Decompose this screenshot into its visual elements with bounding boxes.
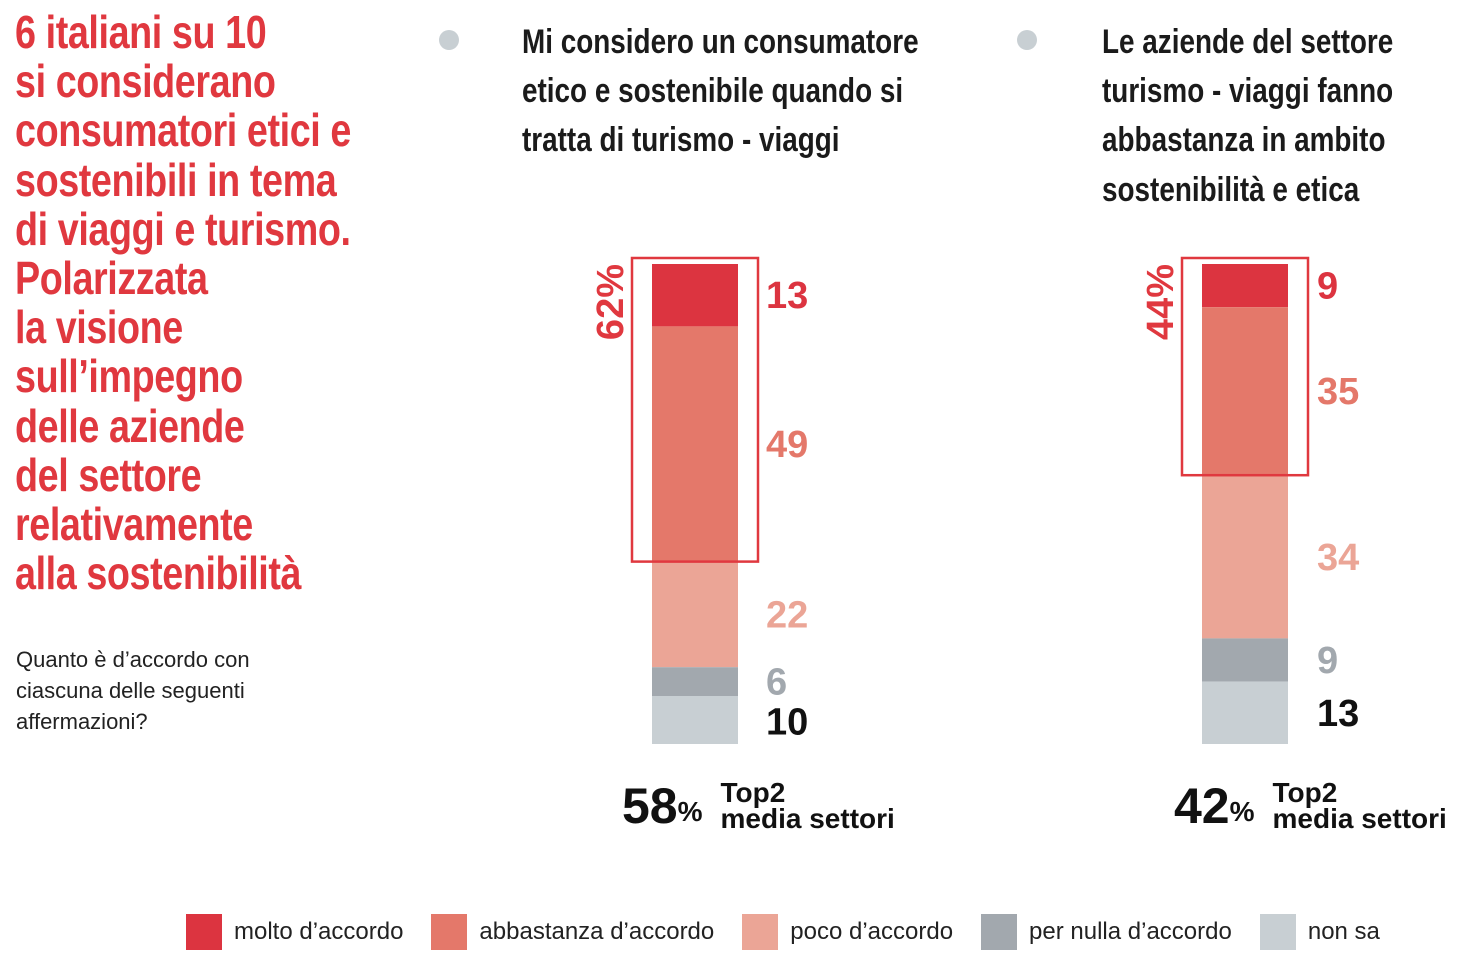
legend-label: abbastanza d’accordo [479, 918, 715, 945]
headline-line: di viaggi e turismo. [15, 202, 351, 255]
statement-line: abbastanza in ambito [1102, 121, 1386, 160]
bar-segment [652, 561, 738, 668]
bar-segment [652, 264, 738, 327]
legend-item: non sa [1259, 914, 1380, 950]
statement-line: etico e sostenibile quando si [522, 72, 904, 111]
statement-2: Le aziende del settore turismo - viaggi … [1102, 18, 1393, 215]
legend: molto d’accordo abbastanza d’accordo poc… [186, 914, 1408, 950]
headline-line: sostenibili in tema [15, 153, 337, 206]
bar-segment [1202, 638, 1288, 682]
data-label: 9 [1317, 640, 1338, 682]
bullet-icon [439, 30, 459, 50]
headline-line: relativamente [15, 498, 253, 551]
headline-line: consumatori etici e [15, 104, 351, 157]
statement-line: tratta di turismo - viaggi [522, 121, 840, 160]
headline: 6 italiani su 10 si considerano consumat… [15, 6, 400, 600]
headline-line: si considerano [15, 55, 276, 108]
top2-value: 58 [622, 778, 678, 834]
top2-unit: % [677, 796, 703, 827]
data-label: 22 [766, 594, 808, 636]
bar-segment [652, 696, 738, 744]
top2-unit: % [1229, 796, 1255, 827]
headline-line: Polarizzata [15, 252, 208, 305]
statement-line: turismo - viaggi fanno [1102, 72, 1394, 111]
bar-segment [652, 326, 738, 562]
statement-line: Le aziende del settore [1102, 23, 1394, 61]
top2-sublabel: media settori [1272, 803, 1447, 834]
legend-label: poco d’accordo [790, 918, 954, 945]
legend-swatch [742, 914, 779, 950]
headline-line: 6 italiani su 10 [15, 6, 267, 58]
data-label: 13 [766, 275, 808, 317]
top2-percent: 44% [1140, 264, 1182, 340]
top2-value: 42 [1174, 778, 1230, 834]
data-label: 9 [1317, 266, 1338, 308]
statement-line: Mi considero un consumatore [522, 23, 919, 61]
data-label: 6 [766, 662, 787, 704]
legend-item: per nulla d’accordo [981, 914, 1232, 950]
data-label: 49 [766, 424, 808, 466]
statement-line: sostenibilità e etica [1102, 170, 1360, 209]
bar-segment [1202, 264, 1288, 308]
top2-label: Top2 [1272, 777, 1338, 808]
legend-swatch [186, 914, 222, 950]
statement-1: Mi considero un consumatore etico e sost… [522, 18, 919, 166]
legend-item: poco d’accordo [742, 914, 953, 950]
headline-line: sull’impegno [15, 350, 243, 403]
legend-swatch [1259, 914, 1296, 950]
legend-label: molto d’accordo [234, 918, 404, 945]
top2-sublabel: media settori [720, 803, 895, 834]
data-label: 35 [1317, 371, 1359, 413]
headline-line: la visione [15, 301, 183, 354]
legend-label: per nulla d’accordo [1029, 918, 1232, 945]
legend-item: abbastanza d’accordo [431, 914, 714, 950]
bar-segment [1202, 475, 1288, 639]
top2-box [1180, 256, 1310, 477]
data-label: 10 [766, 702, 808, 744]
headline-line: alla sostenibilità [15, 547, 302, 600]
data-label: 13 [1317, 693, 1359, 735]
bullet-icon [1017, 30, 1037, 50]
headline-line: delle aziende [15, 399, 245, 452]
top2-media-2: 42 % Top2 media settori [1174, 778, 1447, 834]
data-label: 34 [1317, 537, 1359, 579]
legend-swatch [981, 914, 1018, 950]
top2-label: Top2 [720, 777, 786, 808]
headline-line: del settore [15, 448, 202, 501]
legend-item: molto d’accordo [186, 914, 403, 950]
bar-segment [652, 667, 738, 696]
top2-percent: 62% [590, 264, 632, 340]
top2-box [630, 256, 760, 563]
survey-question: Quanto è d’accordo con ciascuna delle se… [16, 647, 250, 734]
legend-label: non sa [1307, 918, 1380, 945]
top2-media-1: 58 % Top2 media settori [622, 778, 895, 834]
legend-swatch [431, 914, 468, 950]
bar-segment [1202, 307, 1288, 476]
bar-segment [1202, 681, 1288, 744]
